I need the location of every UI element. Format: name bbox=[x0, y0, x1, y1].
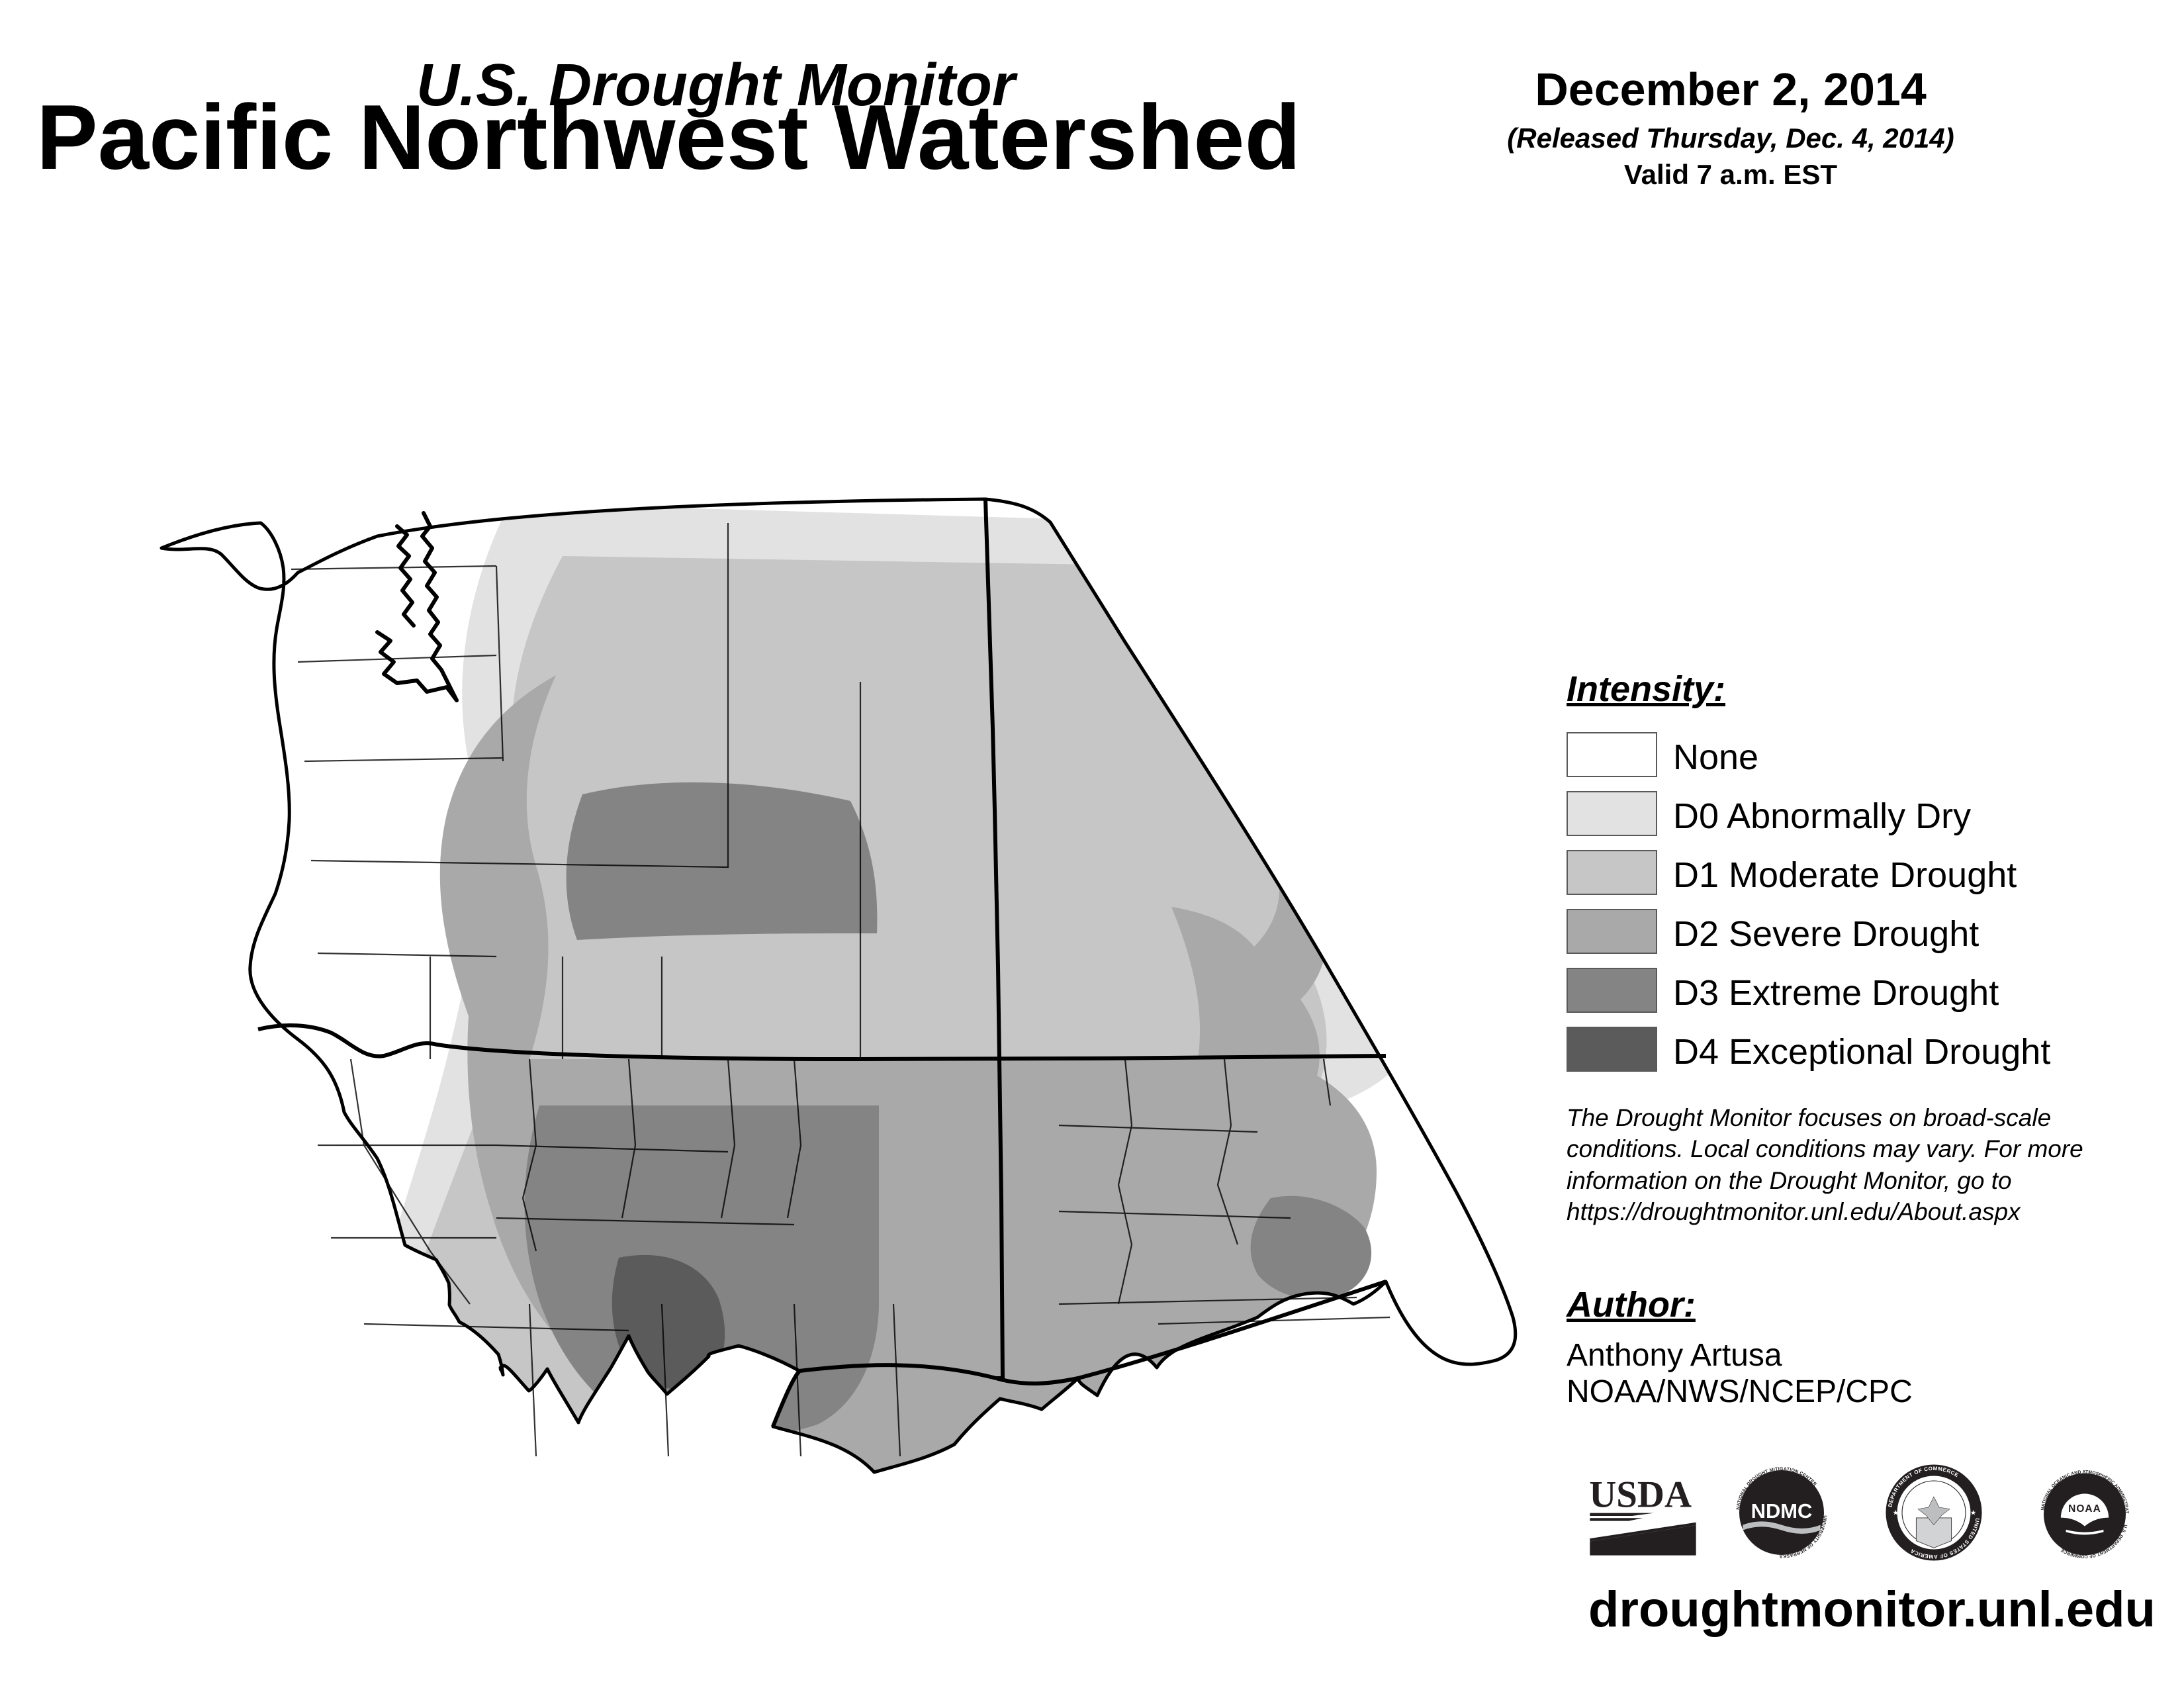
svg-text:★: ★ bbox=[1970, 1509, 1977, 1517]
svg-text:NOAA: NOAA bbox=[2068, 1503, 2101, 1515]
svg-text:USDA: USDA bbox=[1589, 1474, 1692, 1515]
svg-text:NDMC: NDMC bbox=[1751, 1499, 1813, 1523]
svg-text:★: ★ bbox=[1893, 1509, 1899, 1517]
